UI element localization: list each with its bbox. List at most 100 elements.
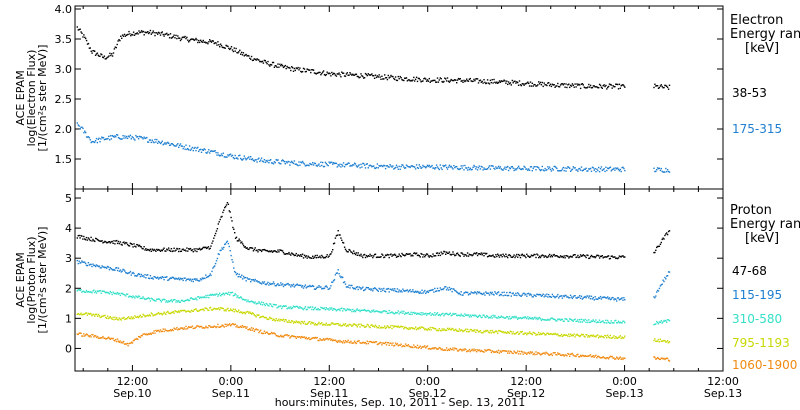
- data-point: [410, 327, 412, 329]
- data-point: [549, 353, 552, 356]
- data-point: [457, 168, 460, 170]
- data-point: [329, 338, 331, 340]
- data-point: [270, 162, 273, 164]
- data-point: [95, 53, 98, 55]
- data-point: [552, 352, 554, 354]
- data-point: [416, 312, 419, 314]
- data-point: [359, 287, 361, 289]
- data-point: [612, 336, 614, 339]
- data-point: [237, 311, 239, 313]
- data-point: [424, 289, 426, 292]
- data-point: [616, 337, 618, 339]
- data-point: [482, 314, 484, 316]
- data-point: [140, 297, 142, 300]
- data-point: [471, 348, 473, 351]
- data-point: [521, 330, 523, 333]
- electron-y-title: ACE EPAM log(Electron Flux) [1/(cm²s ste…: [14, 45, 49, 152]
- data-point: [169, 33, 172, 35]
- data-point: [493, 167, 495, 170]
- data-point: [587, 295, 589, 297]
- data-point: [526, 334, 528, 336]
- data-point: [309, 257, 311, 259]
- data-point: [473, 348, 475, 350]
- data-point: [557, 170, 559, 172]
- data-point: [294, 336, 296, 338]
- data-point: [249, 278, 251, 280]
- data-point: [218, 154, 220, 156]
- data-point: [126, 293, 128, 295]
- data-point: [90, 336, 92, 338]
- data-point: [172, 276, 174, 279]
- data-point: [353, 74, 356, 76]
- data-point: [364, 309, 367, 312]
- data-point: [594, 296, 596, 298]
- data-point: [202, 327, 204, 329]
- data-point: [163, 311, 165, 313]
- data-point: [157, 278, 160, 280]
- data-point: [288, 306, 290, 308]
- data-point: [226, 292, 228, 295]
- y-tick-label: 2.0: [55, 123, 73, 136]
- data-point: [443, 287, 445, 290]
- data-point: [254, 329, 256, 331]
- data-point: [548, 295, 551, 298]
- x-tick-label-time: 0:00: [612, 375, 637, 388]
- data-point: [313, 72, 316, 74]
- data-point: [404, 290, 407, 292]
- data-point: [501, 331, 503, 333]
- data-point: [272, 61, 275, 64]
- data-point: [392, 75, 394, 78]
- data-point: [574, 167, 576, 169]
- data-point: [619, 356, 621, 358]
- data-point: [321, 254, 323, 257]
- data-point: [103, 55, 106, 57]
- data-point: [362, 309, 364, 311]
- data-point: [228, 245, 230, 248]
- data-point: [210, 326, 213, 328]
- data-point: [617, 168, 620, 171]
- data-point: [328, 255, 330, 257]
- data-point: [513, 315, 515, 318]
- data-point: [621, 336, 623, 338]
- data-point: [597, 86, 599, 89]
- data-point: [354, 310, 357, 313]
- data-point: [548, 333, 550, 335]
- data-point: [115, 292, 117, 295]
- data-point: [425, 253, 428, 255]
- data-point: [376, 256, 379, 258]
- data-point: [448, 251, 451, 253]
- data-point: [235, 273, 238, 276]
- data-point: [616, 83, 619, 86]
- data-point: [413, 165, 415, 168]
- data-point: [295, 252, 297, 255]
- data-point: [299, 164, 301, 166]
- data-point: [237, 276, 239, 278]
- data-point: [378, 256, 380, 258]
- data-point: [272, 303, 275, 306]
- data-point: [188, 326, 191, 329]
- data-point: [355, 165, 358, 167]
- data-point: [509, 330, 512, 332]
- data-point: [425, 80, 428, 82]
- data-point: [456, 330, 459, 332]
- data-point: [433, 167, 435, 169]
- data-point: [447, 328, 450, 331]
- data-point: [413, 311, 415, 314]
- data-point: [223, 246, 225, 249]
- data-point: [131, 243, 133, 246]
- data-point: [373, 341, 376, 344]
- data-point: [162, 298, 164, 301]
- data-point: [393, 289, 395, 292]
- data-point: [389, 288, 391, 290]
- data-point: [87, 335, 90, 337]
- data-point: [404, 326, 406, 329]
- data-point: [657, 338, 660, 341]
- data-point: [107, 336, 110, 338]
- data-point: [439, 314, 441, 317]
- data-point: [540, 295, 543, 297]
- data-point: [181, 277, 183, 280]
- data-point: [231, 220, 233, 222]
- data-point: [171, 301, 173, 303]
- data-point: [622, 84, 624, 86]
- data-point: [582, 169, 584, 171]
